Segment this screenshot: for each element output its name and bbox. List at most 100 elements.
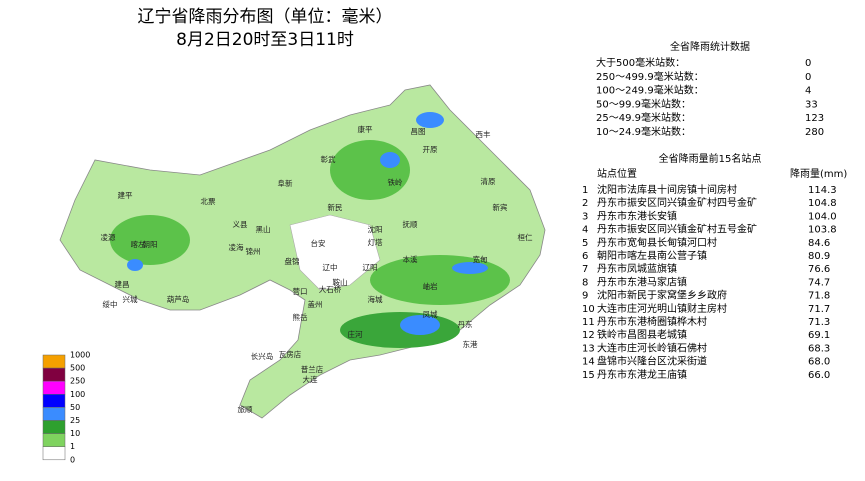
station: 丹东市东港椅圈镇桦木村 bbox=[597, 315, 707, 328]
rain-patch bbox=[452, 262, 488, 274]
place-label: 东港 bbox=[463, 339, 478, 349]
legend-swatch bbox=[42, 367, 66, 382]
rainfall: 74.7 bbox=[808, 277, 830, 288]
rain-patch bbox=[370, 255, 510, 305]
place-label: 桓仁 bbox=[518, 232, 533, 242]
rank: 9 bbox=[582, 291, 588, 302]
station: 丹东市凤城蓝旗镇 bbox=[597, 262, 677, 275]
place-label: 建平 bbox=[118, 190, 133, 200]
place-label: 新宾 bbox=[493, 202, 508, 212]
rainfall: 80.9 bbox=[808, 251, 830, 262]
place-label: 沈阳 bbox=[368, 224, 383, 234]
rainfall: 71.3 bbox=[808, 317, 830, 328]
place-label: 阜新 bbox=[278, 178, 293, 188]
col-header: 降雨量(mm) bbox=[790, 167, 847, 180]
legend-label: 0 bbox=[70, 455, 75, 464]
place-label: 大连 bbox=[303, 374, 318, 384]
plain-area bbox=[289, 214, 381, 291]
station: 沈阳市新民于家窝堡乡乡政府 bbox=[597, 289, 727, 302]
place-label: 西丰 bbox=[476, 129, 491, 139]
place-label: 朝阳 bbox=[143, 240, 158, 249]
place-label: 盖州 bbox=[308, 299, 323, 309]
place-label: 营口 bbox=[293, 286, 308, 296]
rain-patch bbox=[110, 215, 190, 265]
legend-swatch bbox=[42, 446, 66, 461]
rank: 15 bbox=[582, 370, 595, 381]
legend-swatch bbox=[42, 394, 66, 408]
rainfall: 71.8 bbox=[808, 291, 830, 302]
legend-swatch bbox=[42, 354, 66, 369]
province-map bbox=[59, 84, 546, 419]
rank: 3 bbox=[582, 211, 588, 222]
station: 朝阳市喀左县南公营子镇 bbox=[597, 249, 707, 262]
rank: 2 bbox=[582, 198, 588, 209]
stat-value: 280 bbox=[805, 127, 824, 138]
rank: 8 bbox=[582, 277, 588, 288]
rainfall: 66.0 bbox=[808, 370, 830, 381]
place-label: 清原 bbox=[481, 176, 496, 186]
stat-label: 50～99.9毫米站数： bbox=[596, 97, 691, 110]
place-label: 北票 bbox=[201, 197, 216, 206]
rainfall: 103.8 bbox=[808, 225, 837, 236]
station: 丹东市宽甸县长甸镇河口村 bbox=[597, 236, 717, 249]
stat-value: 4 bbox=[805, 86, 811, 97]
stat-value: 123 bbox=[805, 113, 824, 124]
subtitle: 8月2日20时至3日11时 bbox=[176, 30, 354, 50]
place-label: 普兰店 bbox=[301, 364, 324, 374]
station: 丹东市振安区同兴镇金矿村五号金矿 bbox=[597, 223, 757, 236]
rank: 1 bbox=[582, 185, 588, 196]
station: 盘锦市兴隆台区沈采街道 bbox=[597, 355, 707, 368]
rainfall: 69.1 bbox=[808, 330, 830, 341]
station: 丹东市东港马家店镇 bbox=[597, 275, 687, 288]
place-label: 熊岳 bbox=[293, 312, 308, 322]
place-label: 丹东 bbox=[458, 319, 473, 329]
rank: 5 bbox=[582, 238, 588, 249]
rank: 12 bbox=[582, 330, 595, 341]
place-label: 旅顺 bbox=[238, 404, 253, 414]
rain-patch bbox=[416, 112, 444, 128]
legend-label: 1 bbox=[70, 442, 75, 451]
rainfall: 84.6 bbox=[808, 238, 830, 249]
place-label: 灯塔 bbox=[368, 237, 383, 247]
stat-label: 10～24.9毫米站数： bbox=[596, 125, 691, 138]
legend-label: 100 bbox=[70, 390, 85, 399]
station: 丹东市东港龙王庙镇 bbox=[597, 368, 687, 381]
rank: 4 bbox=[582, 225, 588, 236]
station: 丹东市东港长安镇 bbox=[597, 209, 677, 222]
rainfall: 104.8 bbox=[808, 198, 837, 209]
rainfall: 68.0 bbox=[808, 357, 830, 368]
rank: 11 bbox=[582, 317, 595, 328]
place-label: 黑山 bbox=[256, 224, 271, 234]
stat-value: 0 bbox=[805, 58, 811, 69]
place-label: 凤城 bbox=[423, 310, 438, 319]
stats-title: 全省降雨统计数据 bbox=[670, 40, 750, 53]
place-label: 喀左 bbox=[131, 239, 146, 249]
rank: 14 bbox=[582, 357, 595, 368]
place-label: 绥中 bbox=[103, 299, 118, 309]
stat-label: 250～499.9毫米站数： bbox=[596, 70, 704, 83]
place-label: 葫芦岛 bbox=[167, 294, 190, 304]
place-label: 台安 bbox=[311, 238, 326, 248]
place-label: 庄河 bbox=[348, 329, 363, 339]
place-label: 本溪 bbox=[403, 254, 418, 264]
stat-label: 100～249.9毫米站数： bbox=[596, 84, 704, 97]
stat-label: 大于500毫米站数： bbox=[596, 56, 685, 69]
station: 大连市庄河长岭镇石佛村 bbox=[597, 341, 707, 354]
legend-swatch bbox=[42, 407, 66, 421]
place-label: 义县 bbox=[233, 220, 248, 229]
rain-patch bbox=[330, 140, 410, 200]
station: 大连市庄河光明山镇财主房村 bbox=[597, 302, 727, 315]
rainfall: 68.3 bbox=[808, 343, 830, 354]
place-label: 大石桥 bbox=[319, 284, 342, 294]
legend-label: 50 bbox=[70, 403, 80, 412]
rank: 13 bbox=[582, 343, 595, 354]
place-label: 海城 bbox=[368, 294, 383, 304]
place-label: 彰武 bbox=[321, 154, 336, 164]
place-label: 开原 bbox=[423, 145, 438, 154]
rain-patch bbox=[380, 152, 400, 168]
place-label: 盘锦 bbox=[285, 256, 300, 266]
rainfall: 104.0 bbox=[808, 211, 837, 222]
